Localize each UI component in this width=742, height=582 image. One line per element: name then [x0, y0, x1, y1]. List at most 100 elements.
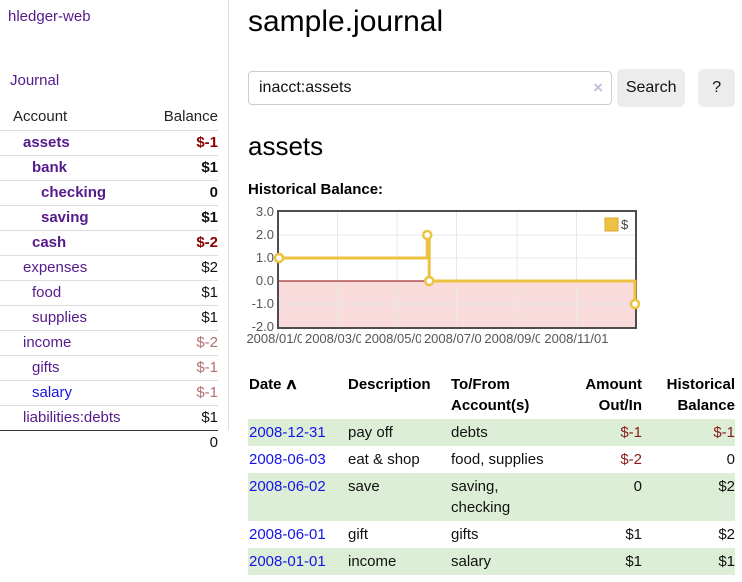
- help-button[interactable]: ?: [698, 69, 735, 107]
- account-row: gifts $-1: [0, 355, 218, 381]
- txn-accounts: debts: [451, 424, 488, 441]
- transaction-row: 2008-01-01 income salary $1 $1: [248, 548, 735, 575]
- chart-marker: [422, 229, 433, 241]
- account-balance: $1: [150, 280, 218, 306]
- txn-description: income: [348, 553, 397, 570]
- txn-amount: 0: [633, 478, 642, 495]
- account-link[interactable]: food: [32, 284, 62, 301]
- account-link[interactable]: gifts: [32, 359, 60, 376]
- y-axis-tick: 3.0: [255, 204, 274, 219]
- account-balance: $-1: [150, 380, 218, 406]
- txn-balance: 0: [726, 451, 735, 468]
- txn-balance: $2: [718, 526, 735, 543]
- txn-amount: $1: [625, 526, 642, 543]
- x-axis-tick: 2008/05/01: [361, 332, 434, 346]
- account-row: bank $1: [0, 155, 218, 181]
- y-axis-tick: 2.0: [255, 227, 274, 242]
- transaction-row: 2008-12-31 pay off debts $-1 $-1: [248, 419, 735, 446]
- account-link[interactable]: liabilities:debts: [23, 409, 121, 426]
- transaction-date-link[interactable]: 2008-01-01: [249, 553, 326, 570]
- account-link[interactable]: checking: [41, 184, 107, 201]
- txn-amount: $1: [625, 553, 642, 570]
- account-row: cash $-2: [0, 230, 218, 256]
- x-axis-tick: 2008/11/01: [540, 332, 613, 346]
- chart-marker: [273, 252, 285, 264]
- search-input[interactable]: [248, 71, 612, 105]
- txn-accounts: salary: [451, 553, 492, 570]
- sidebar: hledger-web Journal Account Balance asse…: [0, 0, 228, 455]
- account-link[interactable]: supplies: [32, 309, 88, 326]
- txn-balance: $2: [718, 478, 735, 495]
- chart-marker: [629, 298, 641, 310]
- transactions-table: Date ∧ Description To/From Account(s) Amount…: [248, 371, 735, 575]
- y-axis-tick: -2.0: [251, 319, 274, 334]
- txn-col-header[interactable]: Date ∧: [249, 376, 298, 393]
- account-row: liabilities:debts $1: [0, 405, 218, 431]
- account-balance: $-2: [150, 230, 218, 256]
- transaction-row: 2008-06-02 save saving, checking 0 $2: [248, 473, 735, 521]
- account-row: checking 0: [0, 180, 218, 206]
- account-link[interactable]: bank: [32, 159, 68, 176]
- transaction-date-link[interactable]: 2008-06-03: [249, 451, 326, 468]
- account-heading: assets: [248, 131, 324, 161]
- x-axis-tick: 2008/09/01: [480, 332, 553, 346]
- account-balance: $1: [150, 205, 218, 231]
- txn-description: eat & shop: [348, 451, 420, 468]
- chart-plot: $: [273, 210, 641, 329]
- sidebar-divider: [228, 0, 229, 430]
- account-link[interactable]: income: [23, 334, 72, 351]
- txn-amount: $-1: [620, 424, 642, 441]
- chart-marker: [423, 275, 435, 287]
- page-title: sample.journal: [248, 5, 444, 38]
- search-form: × Search ?: [248, 68, 735, 108]
- txn-description: save: [348, 478, 380, 495]
- transaction-row: 2008-06-03 eat & shop food, supplies $-2 0: [248, 446, 735, 473]
- account-balance: $1: [150, 305, 218, 331]
- account-row: assets $-1: [0, 130, 218, 156]
- clear-search-icon[interactable]: ×: [593, 78, 603, 97]
- account-link[interactable]: saving: [41, 209, 89, 226]
- y-axis-tick: -1.0: [251, 296, 274, 311]
- chart-label: Historical Balance:: [248, 181, 384, 198]
- account-balance: 0: [150, 180, 218, 206]
- transaction-date-link[interactable]: 2008-06-02: [249, 478, 326, 495]
- txn-col-header: Description: [348, 376, 431, 393]
- accounts-total-value: 0: [150, 430, 218, 455]
- sidebar-item-journal[interactable]: Journal: [10, 72, 60, 89]
- transaction-date-link[interactable]: 2008-12-31: [249, 424, 326, 441]
- txn-description: gift: [348, 526, 369, 543]
- txn-col-header: To/From Account(s): [451, 376, 530, 414]
- txn-amount: $-2: [620, 451, 642, 468]
- account-row: salary $-1: [0, 380, 218, 406]
- plot-border: [277, 210, 637, 329]
- x-axis-tick: 2008/01/01: [243, 332, 315, 346]
- accounts-header-account: Account: [13, 108, 68, 125]
- txn-accounts: gifts: [451, 526, 479, 543]
- account-balance: $-1: [150, 130, 218, 156]
- account-row: income $-2: [0, 330, 218, 356]
- account-link[interactable]: cash: [32, 234, 67, 251]
- account-balance: $1: [150, 155, 218, 181]
- brand-link[interactable]: hledger-web: [8, 8, 91, 25]
- txn-accounts: saving, checking: [451, 478, 511, 516]
- account-link[interactable]: salary: [32, 384, 73, 401]
- legend-swatch: [604, 217, 619, 232]
- historical-balance-chart: $3.0 2.0 1.0 0.0 -1.0 -2.0 2008/01/01 2008/03/0…: [243, 205, 642, 352]
- transaction-date-link[interactable]: 2008-06-01: [249, 526, 326, 543]
- account-balance: $1: [150, 405, 218, 431]
- txn-col-header: Historical Balance: [666, 376, 735, 414]
- search-button[interactable]: Search: [617, 69, 686, 107]
- account-balance: $2: [150, 255, 218, 281]
- txn-description: pay off: [348, 424, 393, 441]
- sort-asc-icon: ∧: [284, 376, 298, 393]
- account-row: food $1: [0, 280, 218, 306]
- transaction-row: 2008-06-01 gift gifts $1 $2: [248, 521, 735, 548]
- account-link[interactable]: assets: [23, 134, 70, 151]
- main-content: sample.journal × Search ? assets Histori…: [243, 0, 735, 575]
- accounts-table: Account Balance assets $-1 bank $1 checking 0…: [0, 103, 218, 455]
- accounts-header-balance: Balance: [163, 108, 218, 125]
- y-axis-tick: 0.0: [255, 273, 274, 288]
- account-link[interactable]: expenses: [23, 259, 88, 276]
- account-balance: $-1: [150, 355, 218, 381]
- y-axis-tick: 1.0: [255, 250, 274, 265]
